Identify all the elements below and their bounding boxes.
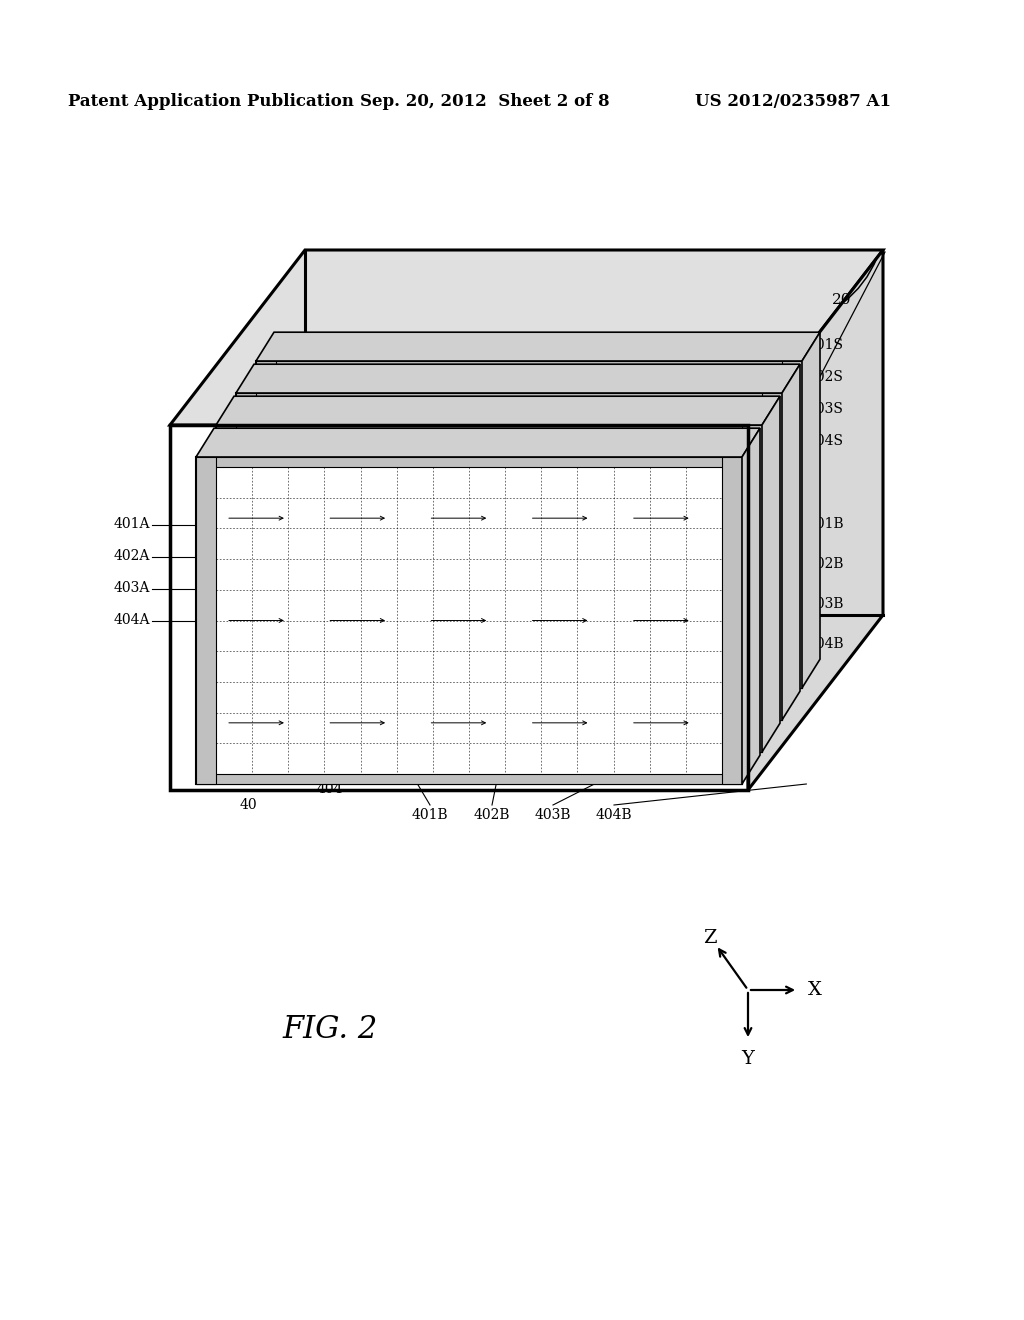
Text: 30: 30 — [803, 407, 822, 420]
Text: 404B: 404B — [596, 808, 632, 822]
Text: Z: Z — [703, 929, 717, 946]
Text: 402A: 402A — [384, 334, 422, 348]
Polygon shape — [748, 249, 883, 789]
Text: 402: 402 — [291, 748, 317, 763]
Polygon shape — [170, 425, 748, 789]
Polygon shape — [256, 360, 276, 688]
Polygon shape — [256, 333, 820, 360]
Polygon shape — [216, 425, 762, 752]
Polygon shape — [216, 425, 762, 436]
Text: X: X — [808, 981, 822, 999]
Text: 301: 301 — [608, 341, 637, 355]
Text: US 2012/0235987 A1: US 2012/0235987 A1 — [695, 92, 891, 110]
Text: 20: 20 — [831, 293, 852, 308]
Polygon shape — [170, 249, 883, 425]
Polygon shape — [236, 710, 782, 719]
Text: 404A: 404A — [114, 614, 150, 627]
Text: 403B: 403B — [535, 808, 571, 822]
Text: 404S: 404S — [808, 434, 844, 447]
Polygon shape — [256, 360, 802, 371]
Polygon shape — [216, 742, 762, 752]
Text: 402B: 402B — [474, 808, 510, 822]
Polygon shape — [196, 428, 760, 457]
Polygon shape — [802, 333, 820, 688]
Polygon shape — [196, 774, 742, 784]
Text: 401B: 401B — [412, 808, 449, 822]
Polygon shape — [196, 457, 742, 784]
Text: 404A: 404A — [487, 334, 526, 348]
Text: 403B: 403B — [808, 598, 845, 611]
Polygon shape — [742, 428, 760, 784]
Text: 401S: 401S — [808, 338, 844, 352]
Polygon shape — [742, 425, 762, 752]
Polygon shape — [216, 396, 780, 425]
Text: 401A: 401A — [114, 517, 150, 532]
Polygon shape — [236, 393, 782, 403]
Polygon shape — [256, 678, 802, 688]
Text: 402A: 402A — [114, 549, 150, 564]
Polygon shape — [762, 393, 782, 719]
Text: 404B: 404B — [808, 638, 845, 652]
Polygon shape — [256, 360, 802, 688]
Text: 403: 403 — [303, 766, 330, 779]
Polygon shape — [762, 396, 780, 752]
Text: 401: 401 — [282, 731, 308, 744]
Polygon shape — [236, 393, 782, 719]
Polygon shape — [722, 457, 742, 784]
Polygon shape — [196, 457, 742, 467]
Text: Y: Y — [741, 1049, 755, 1068]
Text: 403A: 403A — [435, 334, 474, 348]
Text: Sep. 20, 2012  Sheet 2 of 8: Sep. 20, 2012 Sheet 2 of 8 — [360, 92, 609, 110]
Text: FIG. 2: FIG. 2 — [283, 1015, 378, 1045]
Polygon shape — [216, 425, 236, 752]
Text: 403A: 403A — [114, 582, 150, 595]
Text: 402S: 402S — [808, 370, 844, 384]
Text: 401B: 401B — [808, 517, 845, 532]
Polygon shape — [782, 364, 800, 719]
Text: 401A: 401A — [329, 334, 368, 348]
Text: 402B: 402B — [808, 557, 845, 572]
Text: 40: 40 — [240, 799, 258, 812]
Polygon shape — [236, 364, 800, 393]
Text: 404: 404 — [317, 781, 343, 796]
Polygon shape — [782, 360, 802, 688]
Polygon shape — [236, 393, 256, 719]
Text: Patent Application Publication: Patent Application Publication — [68, 92, 354, 110]
Polygon shape — [196, 457, 216, 784]
Text: 403S: 403S — [808, 403, 844, 416]
